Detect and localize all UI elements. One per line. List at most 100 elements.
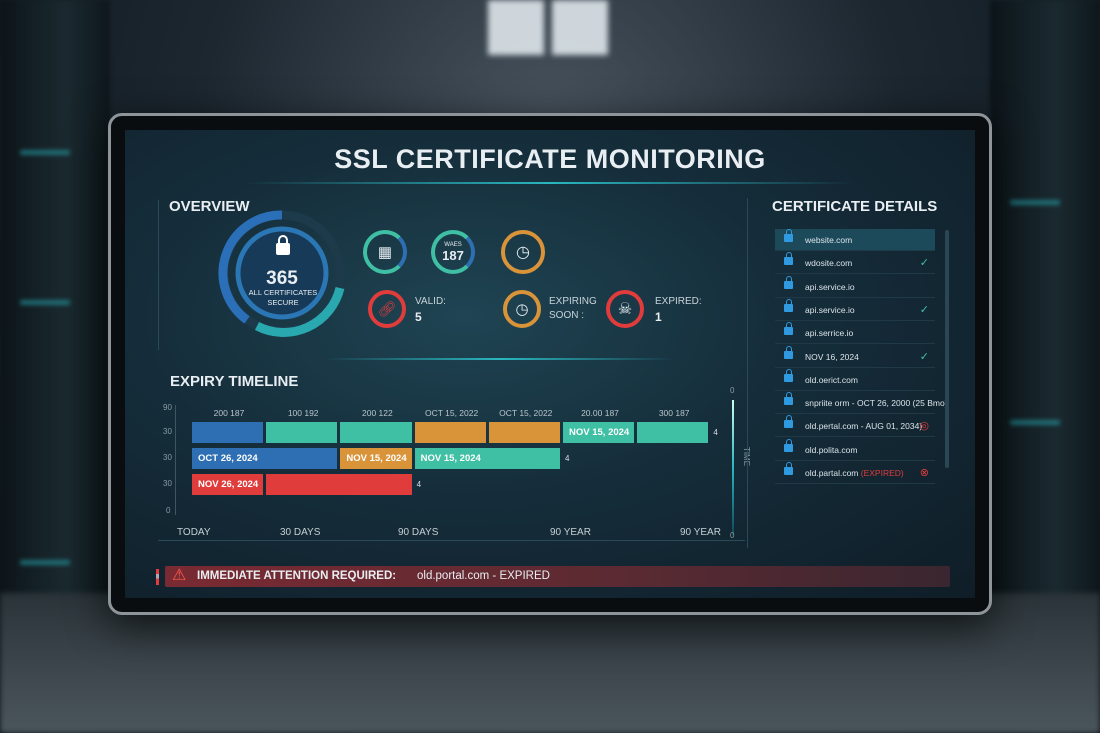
side-tick: 0 bbox=[730, 531, 735, 540]
lock-icon bbox=[784, 275, 793, 289]
certificate-list-item[interactable]: api.service.io ✓ bbox=[775, 298, 935, 321]
lock-icon bbox=[276, 243, 290, 255]
x-axis-label: 30 DAYS bbox=[280, 527, 321, 538]
clock-icon: ◷ bbox=[516, 244, 530, 261]
lock-icon bbox=[784, 252, 793, 266]
total-label: ALL CERTIFICATES SECURE bbox=[248, 288, 318, 307]
x-axis-label: TODAY bbox=[177, 527, 211, 538]
divider bbox=[747, 198, 748, 548]
timeline-bar[interactable]: NOV 15, 2024 bbox=[563, 422, 635, 443]
stat-value: 187 bbox=[442, 247, 464, 263]
certificate-list-item[interactable]: wdosite.com ✓ bbox=[775, 252, 935, 275]
expiring-label: EXPIRING SOON : bbox=[549, 296, 597, 321]
timeline-bar[interactable] bbox=[266, 422, 338, 443]
certificate-name: old.oerict.com bbox=[805, 374, 858, 385]
overview-heading: OVERVIEW bbox=[169, 198, 250, 215]
divider bbox=[158, 200, 159, 350]
valid-stat[interactable]: 🔗︎ bbox=[368, 290, 406, 328]
lock-icon bbox=[784, 345, 793, 359]
x-axis-label: 90 DAYS bbox=[398, 527, 439, 538]
divider bbox=[325, 358, 675, 360]
certificate-list-item[interactable]: NOV 16, 2024 ✓ bbox=[775, 345, 935, 368]
y-tick: 30 bbox=[163, 479, 172, 488]
row-end-label: 4 bbox=[713, 428, 718, 437]
certificate-name: website.com bbox=[805, 235, 853, 245]
details-heading: CERTIFICATE DETAILS bbox=[772, 198, 938, 215]
column-label: 100 192 bbox=[287, 408, 319, 418]
timeline-bar[interactable]: OCT 26, 2024 bbox=[192, 448, 338, 469]
certificate-name: api.serrice.io bbox=[805, 328, 854, 339]
link-icon: 🔗︎ bbox=[377, 301, 397, 318]
certificate-list-item[interactable]: snpriite orm - OCT 26, 2000 (25 Bmo) bbox=[775, 392, 948, 415]
certificate-list-item[interactable]: api.serrice.io bbox=[775, 322, 935, 345]
timeline-bar[interactable] bbox=[340, 422, 412, 443]
timeline-bar[interactable]: NOV 15, 2024 bbox=[340, 448, 412, 469]
row-end-label: 4 bbox=[416, 480, 422, 489]
lock-icon bbox=[784, 392, 793, 406]
certificate-name: api.service.io bbox=[805, 304, 855, 315]
ceiling-light bbox=[552, 0, 608, 55]
certificate-list-item[interactable]: old.pertal.com - AUG 01, 2034) ◎ bbox=[775, 415, 935, 438]
lock-icon bbox=[784, 438, 793, 452]
y-tick: 30 bbox=[163, 453, 172, 462]
certificate-list-item[interactable]: old.partal.com (EXPIRED) ⊗ bbox=[775, 462, 935, 484]
side-tick: 0 bbox=[730, 386, 735, 395]
column-label: OCT 15, 2022 bbox=[424, 408, 479, 418]
timeline-bar[interactable]: NOV 15, 2024 bbox=[414, 448, 560, 469]
column-label: 200 187 bbox=[213, 408, 245, 418]
column-label: 200 122 bbox=[362, 408, 393, 418]
timeline-bar[interactable] bbox=[266, 474, 412, 495]
expired-tag: (EXPIRED) bbox=[860, 468, 904, 478]
status-icon: ✓ bbox=[919, 257, 929, 270]
timeline-bar[interactable] bbox=[192, 422, 264, 443]
y-tick: 30 bbox=[163, 427, 172, 436]
alert-indicator bbox=[156, 569, 159, 585]
timeline-bar[interactable]: NOV 26, 2024 bbox=[192, 474, 264, 495]
timeline-scrollbar[interactable] bbox=[732, 400, 734, 535]
lock-shackle bbox=[278, 235, 288, 245]
ceiling-light bbox=[488, 0, 544, 55]
timeline-heading: EXPIRY TIMELINE bbox=[170, 373, 299, 390]
column-label: OCT 15, 2022 bbox=[499, 408, 553, 418]
lock-icon bbox=[784, 368, 793, 382]
certificate-name: old.partal.com bbox=[805, 468, 859, 478]
stat-187[interactable]: WAES 187 bbox=[431, 230, 475, 274]
expired-stat[interactable]: ☠ bbox=[606, 290, 644, 328]
lock-icon bbox=[784, 415, 793, 429]
status-icon: ✓ bbox=[919, 303, 929, 316]
timeline-bar[interactable] bbox=[488, 422, 560, 443]
certificate-list-item[interactable]: old.oerict.com bbox=[775, 368, 935, 391]
certificate-name: api.service.io bbox=[805, 281, 855, 292]
certificate-name: old.pertal.com - AUG 01, 2034) bbox=[805, 421, 923, 432]
lock-icon bbox=[784, 462, 793, 475]
skull-icon: ☠ bbox=[617, 301, 633, 318]
calendar-stat[interactable]: ▦ bbox=[363, 230, 407, 274]
lock-icon bbox=[784, 322, 793, 336]
status-icon: ✓ bbox=[919, 350, 929, 363]
column-label: 20.00 187 bbox=[581, 408, 619, 418]
dashboard-screen: SSL CERTIFICATE MONITORING OVERVIEW 365 … bbox=[125, 130, 975, 598]
certificate-list-item[interactable]: old.polita.com bbox=[775, 438, 935, 461]
stat-label: WAES bbox=[444, 241, 462, 248]
certificate-list-item[interactable]: api.service.io bbox=[775, 275, 935, 298]
divider bbox=[158, 540, 745, 541]
valid-count: 5 bbox=[415, 310, 422, 324]
alert-banner[interactable]: ⚠ IMMEDIATE ATTENTION REQUIRED: old.port… bbox=[165, 566, 950, 587]
clock-icon: ◷ bbox=[515, 301, 529, 318]
alert-title: IMMEDIATE ATTENTION REQUIRED: bbox=[197, 570, 397, 582]
status-icon: ⊗ bbox=[919, 467, 929, 479]
certificate-list-item[interactable]: website.com bbox=[775, 229, 935, 251]
list-scrollbar[interactable] bbox=[945, 230, 949, 468]
certificate-name: NOV 16, 2024 bbox=[805, 351, 859, 362]
clock-stat[interactable]: ◷ bbox=[501, 230, 545, 274]
timeline-bar[interactable] bbox=[637, 422, 709, 443]
status-icon: ◎ bbox=[919, 420, 929, 433]
x-axis-label: 90 YEAR bbox=[550, 527, 591, 538]
expired-count: 1 bbox=[655, 310, 662, 324]
expiring-stat[interactable]: ◷ bbox=[503, 290, 541, 328]
lock-icon bbox=[784, 298, 793, 312]
valid-label: VALID: bbox=[415, 296, 446, 307]
floor bbox=[0, 593, 1100, 733]
total-donut bbox=[218, 210, 345, 337]
timeline-bar[interactable] bbox=[414, 422, 486, 443]
